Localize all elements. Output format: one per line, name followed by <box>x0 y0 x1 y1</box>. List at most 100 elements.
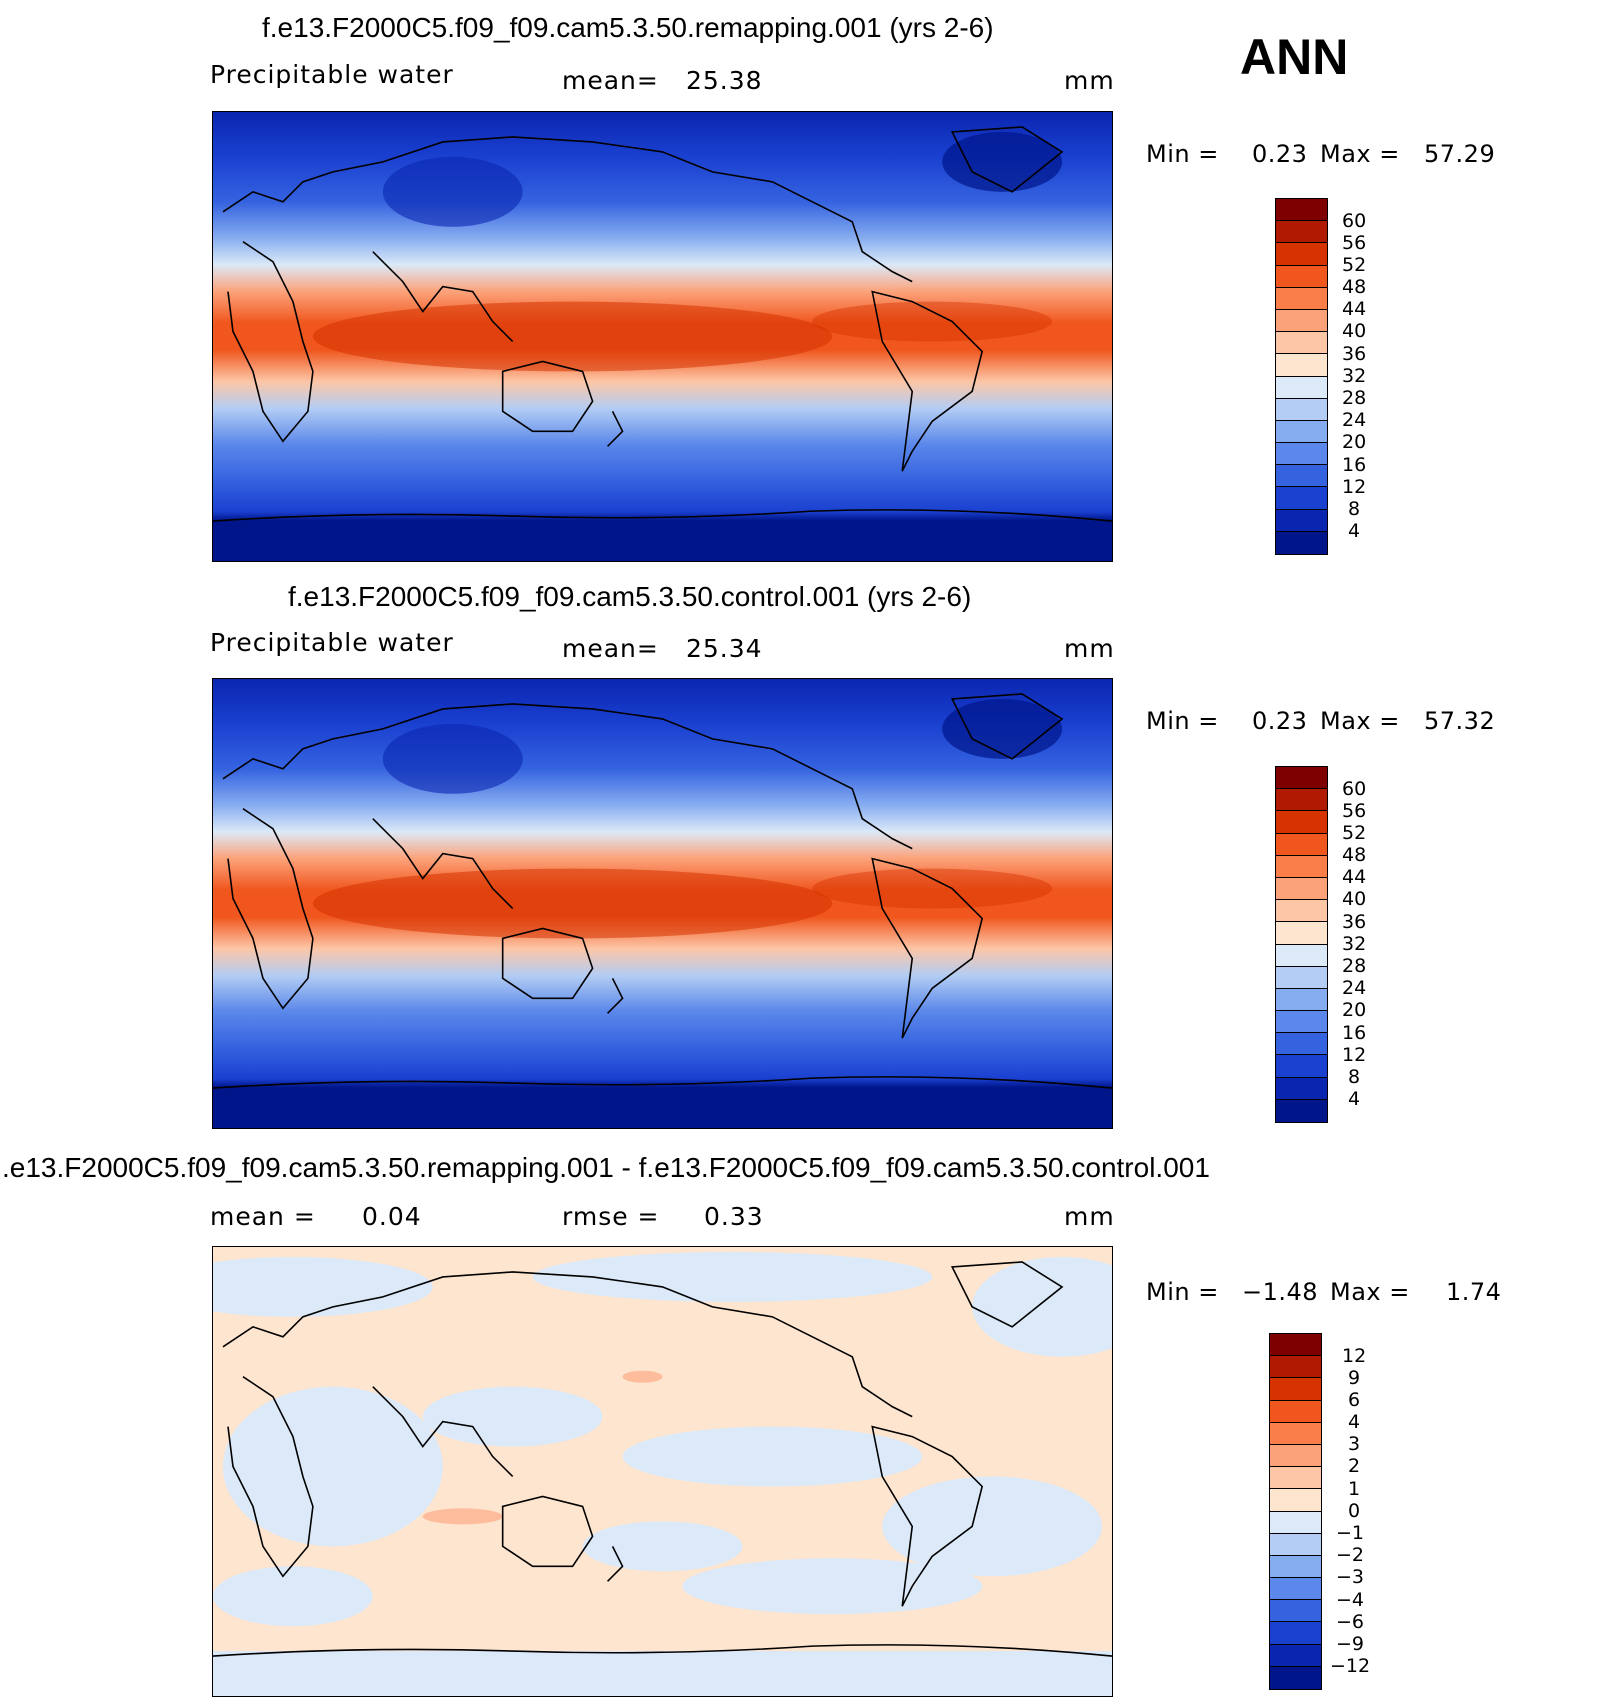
panel2-title: f.e13.F2000C5.f09_f09.cam5.3.50.control.… <box>288 581 972 612</box>
colorbar-tick: 8 <box>1348 1066 1361 1088</box>
panel1-min-value: 0.23 <box>1252 140 1308 168</box>
colorbar-tick: 52 <box>1342 254 1367 276</box>
colorbar-tick: −4 <box>1336 1589 1365 1611</box>
colorbar-swatch <box>1270 1622 1321 1645</box>
colorbar-tick: 36 <box>1342 343 1367 365</box>
colorbar-tick: −9 <box>1336 1633 1365 1655</box>
panel2-map <box>212 678 1113 1129</box>
colorbar-tick: 4 <box>1348 1088 1361 1110</box>
colorbar-swatch <box>1276 509 1327 532</box>
colorbar-tick: 44 <box>1342 298 1367 320</box>
colorbar-tick: 60 <box>1342 210 1367 232</box>
colorbar-tick: 9 <box>1348 1367 1361 1389</box>
colorbar-tick: 24 <box>1342 977 1367 999</box>
colorbar-tick: 52 <box>1342 822 1367 844</box>
colorbar-swatch <box>1276 944 1327 967</box>
panel3-mean-value: 0.04 <box>362 1202 422 1231</box>
colorbar-tick: 32 <box>1342 365 1367 387</box>
colorbar-tick: 0 <box>1348 1500 1361 1522</box>
colorbar-tick: 32 <box>1342 933 1367 955</box>
colorbar-tick: 3 <box>1348 1433 1361 1455</box>
colorbar-tick: 4 <box>1348 1411 1361 1433</box>
colorbar-tick: 8 <box>1348 498 1361 520</box>
panel1-colorbar <box>1275 198 1328 555</box>
colorbar-swatch <box>1276 811 1327 834</box>
colorbar-tick: 6 <box>1348 1389 1361 1411</box>
panel2-max-label: Max = <box>1320 707 1400 735</box>
panel1-units: mm <box>1064 66 1115 95</box>
colorbar-swatch <box>1270 1644 1321 1667</box>
colorbar-tick: −3 <box>1336 1566 1365 1588</box>
colorbar-swatch <box>1276 420 1327 444</box>
colorbar-swatch <box>1276 243 1327 266</box>
colorbar-swatch <box>1276 443 1327 466</box>
colorbar-tick: 56 <box>1342 800 1367 822</box>
colorbar-swatch <box>1276 833 1327 856</box>
colorbar-swatch <box>1276 1077 1327 1100</box>
colorbar-swatch <box>1270 1334 1321 1357</box>
colorbar-swatch <box>1276 376 1327 399</box>
colorbar-swatch <box>1276 966 1327 989</box>
panel2-min-label: Min = <box>1146 707 1219 735</box>
colorbar-tick: 48 <box>1342 276 1367 298</box>
colorbar-swatch <box>1276 354 1327 377</box>
panel3-min-value: −1.48 <box>1242 1278 1319 1306</box>
colorbar-tick: 28 <box>1342 955 1367 977</box>
colorbar-swatch <box>1276 900 1327 923</box>
panel3-colorbar <box>1269 1333 1322 1690</box>
colorbar-swatch <box>1270 1666 1321 1689</box>
colorbar-tick: 40 <box>1342 888 1367 910</box>
panel3-min-label: Min = <box>1146 1278 1219 1306</box>
colorbar-tick: 28 <box>1342 387 1367 409</box>
panel3-rmse-label: rmse = <box>562 1202 660 1231</box>
colorbar-swatch <box>1276 221 1327 244</box>
panel3-max-label: Max = <box>1330 1278 1410 1306</box>
colorbar-swatch <box>1276 1011 1327 1034</box>
colorbar-tick: 20 <box>1342 431 1367 453</box>
colorbar-swatch <box>1276 988 1327 1012</box>
colorbar-tick: −2 <box>1336 1544 1365 1566</box>
colorbar-swatch <box>1270 1400 1321 1423</box>
colorbar-tick: 40 <box>1342 320 1367 342</box>
panel3-max-value: 1.74 <box>1446 1278 1502 1306</box>
colorbar-tick: 12 <box>1342 1345 1367 1367</box>
colorbar-swatch <box>1276 1055 1327 1078</box>
colorbar-tick: 56 <box>1342 232 1367 254</box>
season-label: ANN <box>1240 29 1349 85</box>
panel3-map <box>212 1246 1113 1697</box>
colorbar-swatch <box>1270 1378 1321 1401</box>
colorbar-tick: 1 <box>1348 1478 1361 1500</box>
colorbar-tick: 2 <box>1348 1455 1361 1477</box>
colorbar-swatch <box>1270 1356 1321 1379</box>
panel1-min-label: Min = <box>1146 140 1219 168</box>
panel3-units: mm <box>1064 1202 1115 1231</box>
colorbar-swatch <box>1276 487 1327 510</box>
colorbar-swatch <box>1276 1099 1327 1122</box>
colorbar-tick: 36 <box>1342 911 1367 933</box>
colorbar-swatch <box>1276 855 1327 878</box>
colorbar-tick: 16 <box>1342 1022 1367 1044</box>
panel2-variable-label: Precipitable water <box>210 628 454 657</box>
colorbar-tick: 60 <box>1342 778 1367 800</box>
panel3-title: .e13.F2000C5.f09_f09.cam5.3.50.remapping… <box>2 1152 1210 1183</box>
panel2-mean-value: 25.34 <box>686 634 763 663</box>
panel1-max-label: Max = <box>1320 140 1400 168</box>
colorbar-swatch <box>1276 398 1327 421</box>
panel3-mean-label: mean = <box>210 1202 316 1231</box>
panel2-min-value: 0.23 <box>1252 707 1308 735</box>
panel1-mean-label: mean= <box>562 66 659 95</box>
colorbar-tick: −12 <box>1330 1655 1371 1677</box>
panel2-colorbar <box>1275 766 1328 1123</box>
colorbar-swatch <box>1276 332 1327 355</box>
colorbar-swatch <box>1270 1422 1321 1445</box>
panel1-map <box>212 111 1113 562</box>
colorbar-swatch <box>1276 877 1327 901</box>
colorbar-tick: 44 <box>1342 866 1367 888</box>
colorbar-tick: 20 <box>1342 999 1367 1021</box>
colorbar-swatch <box>1276 767 1327 790</box>
panel1-max-value: 57.29 <box>1424 140 1496 168</box>
colorbar-swatch <box>1270 1444 1321 1468</box>
colorbar-tick: 12 <box>1342 476 1367 498</box>
colorbar-tick: −1 <box>1336 1522 1365 1544</box>
colorbar-swatch <box>1270 1489 1321 1512</box>
